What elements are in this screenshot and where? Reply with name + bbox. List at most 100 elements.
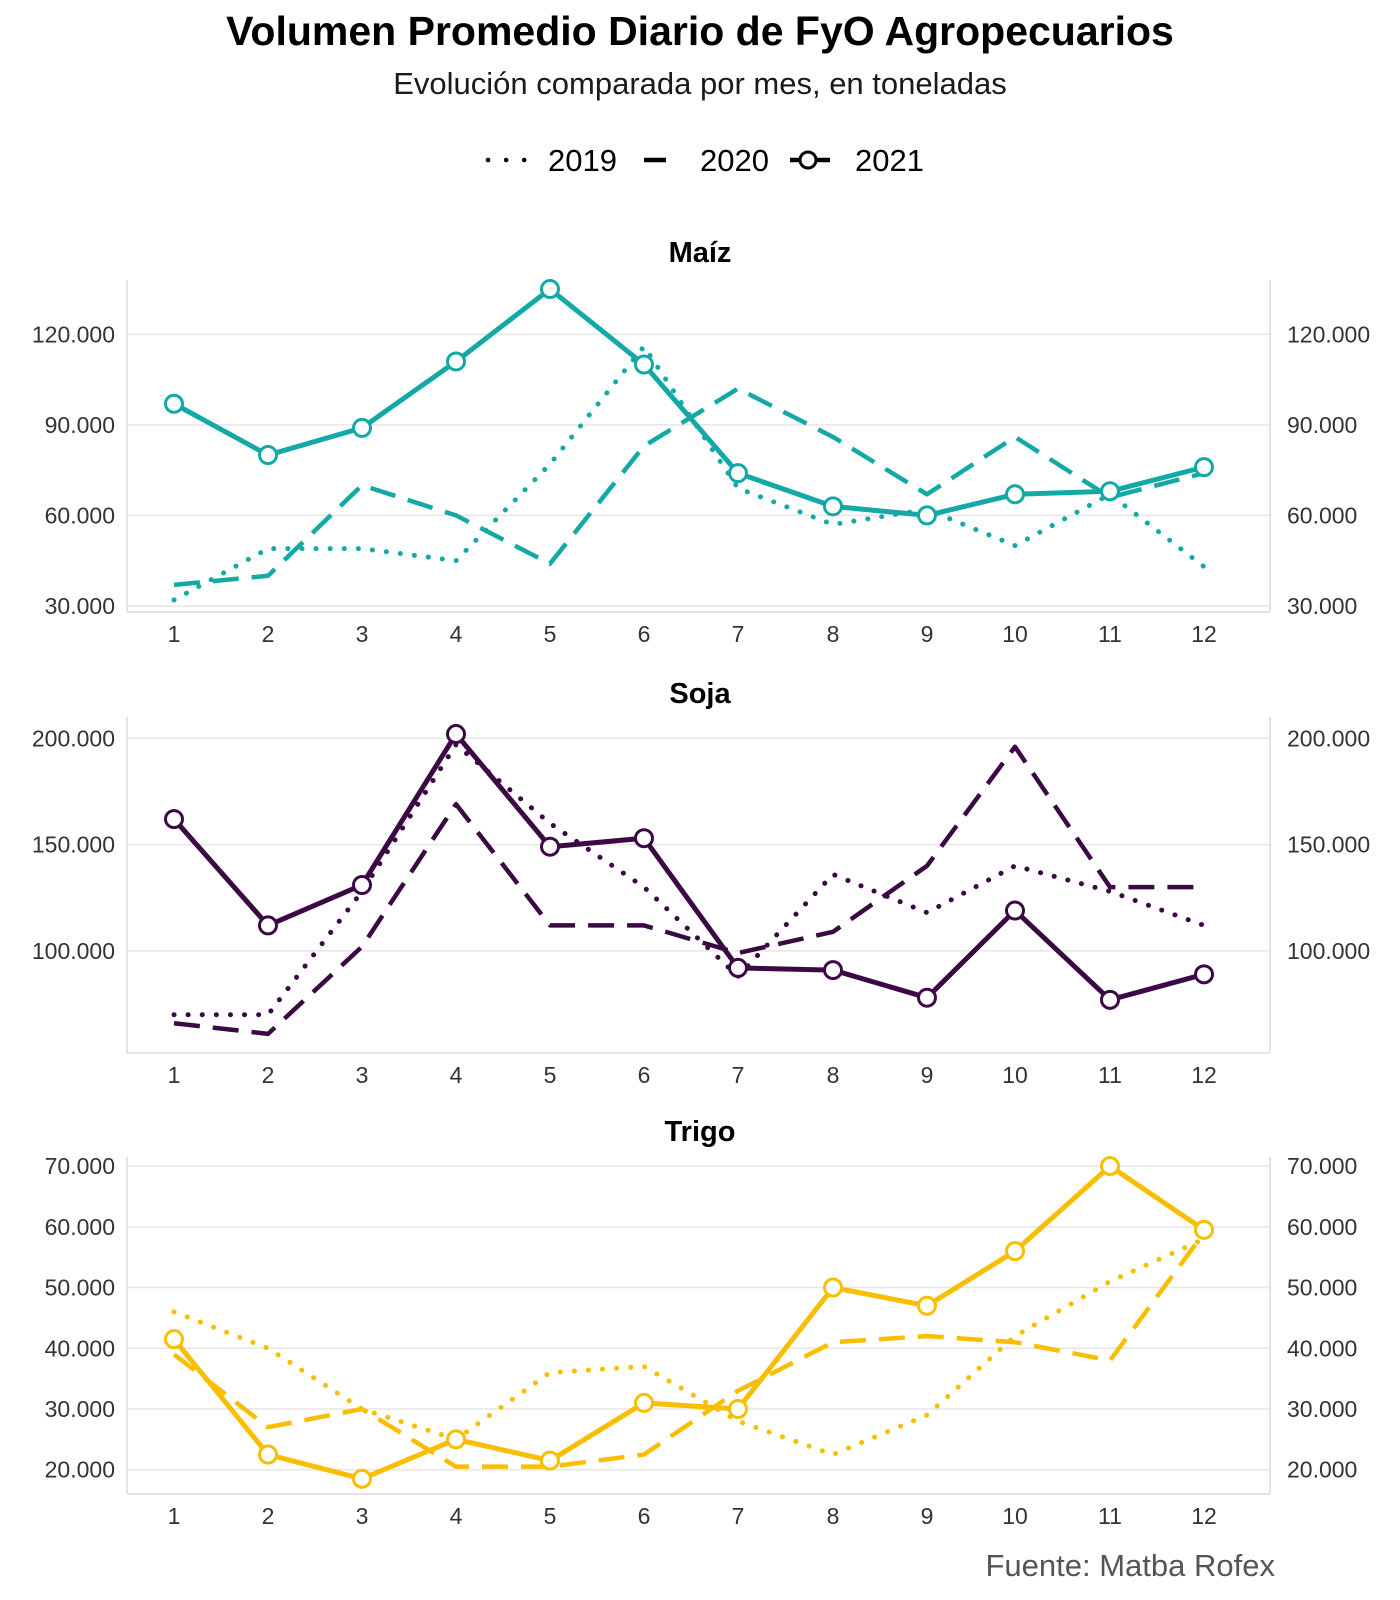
series-line-2019 xyxy=(171,742,1207,1018)
point-2021 xyxy=(823,496,843,517)
point-2021 xyxy=(1005,484,1025,505)
x-tick-label: 3 xyxy=(356,1062,369,1088)
x-tick-label: 4 xyxy=(450,1503,463,1529)
x-tick-label: 7 xyxy=(732,1503,745,1529)
x-tick-label: 3 xyxy=(356,1503,369,1529)
point-2021 xyxy=(258,445,278,466)
y-tick-label-right: 40.000 xyxy=(1287,1335,1357,1361)
series-2019 xyxy=(171,343,1207,603)
x-tick-label: 12 xyxy=(1191,1062,1217,1088)
point-2021 xyxy=(1005,1241,1025,1262)
series-line-2019 xyxy=(171,343,1207,603)
y-tick-label-left: 100.000 xyxy=(32,938,115,964)
point-2021 xyxy=(823,960,843,981)
point-2021 xyxy=(634,1392,654,1413)
point-2021 xyxy=(1005,900,1025,921)
panel-title: Soja xyxy=(669,678,731,710)
legend-item-2021: 2021 xyxy=(790,143,924,178)
x-tick-label: 4 xyxy=(450,1062,463,1088)
y-tick-label-left: 200.000 xyxy=(32,725,115,751)
point-2021 xyxy=(352,875,372,895)
x-tick-label: 5 xyxy=(544,621,557,647)
source-note: Fuente: Matba Rofex xyxy=(985,1548,1276,1583)
point-2021 xyxy=(540,836,560,857)
legend-marker-2021 xyxy=(798,150,818,170)
point-2021 xyxy=(1194,457,1214,478)
point-2021 xyxy=(917,505,937,526)
y-tick-label-right: 60.000 xyxy=(1287,1214,1357,1240)
x-tick-label: 8 xyxy=(827,1503,840,1529)
x-tick-label: 9 xyxy=(921,1062,934,1088)
series-line-2021 xyxy=(172,286,1205,518)
series-2019 xyxy=(171,742,1207,1018)
point-2021 xyxy=(917,1295,937,1316)
x-tick-label: 3 xyxy=(356,621,369,647)
legend: 2019 2020 2021 xyxy=(485,143,924,178)
y-tick-label-right: 50.000 xyxy=(1287,1275,1357,1301)
x-tick-label: 6 xyxy=(638,1062,651,1088)
point-2021 xyxy=(352,1468,372,1489)
series-line-2020 xyxy=(172,1231,1206,1469)
x-tick-label: 10 xyxy=(1002,1503,1028,1529)
chart-title: Volumen Promedio Diario de FyO Agropecua… xyxy=(226,8,1174,54)
series-2020 xyxy=(172,1231,1206,1469)
x-tick-label: 1 xyxy=(168,1503,181,1529)
panel-maz: Maíz 30.000 30.000 60.000 60.000 90.000 90.000… xyxy=(32,237,1370,647)
y-tick-label-left: 120.000 xyxy=(32,321,115,347)
panel-soja: Soja 100.000 100.000 150.000 150.000 200.000 2… xyxy=(32,678,1370,1088)
point-2021 xyxy=(352,417,372,438)
y-tick-label-right: 90.000 xyxy=(1287,412,1357,438)
point-2021 xyxy=(258,915,278,936)
series-2020 xyxy=(173,744,1204,1037)
point-2021 xyxy=(823,1277,843,1298)
x-tick-label: 9 xyxy=(921,621,934,647)
x-tick-label: 12 xyxy=(1191,621,1217,647)
y-tick-label-right: 200.000 xyxy=(1287,725,1370,751)
legend-item-2020: 2020 xyxy=(644,143,769,178)
y-tick-label-left: 30.000 xyxy=(45,593,115,619)
point-2021 xyxy=(446,1429,466,1450)
x-tick-label: 11 xyxy=(1098,621,1122,647)
point-2021 xyxy=(1194,964,1214,985)
panel-title: Maíz xyxy=(669,237,732,269)
point-2021 xyxy=(164,1329,184,1350)
x-tick-label: 7 xyxy=(732,621,745,647)
point-2021 xyxy=(634,828,654,849)
x-tick-label: 8 xyxy=(827,621,840,647)
y-tick-label-left: 20.000 xyxy=(45,1457,115,1483)
chart-panels: Maíz 30.000 30.000 60.000 60.000 90.000 90.000… xyxy=(32,237,1370,1529)
point-2021 xyxy=(164,809,184,830)
series-2021 xyxy=(164,1156,1214,1489)
y-tick-label-right: 30.000 xyxy=(1287,593,1357,619)
x-tick-label: 1 xyxy=(168,621,181,647)
point-2021 xyxy=(728,1398,748,1419)
point-2021 xyxy=(446,351,466,372)
point-2021 xyxy=(917,987,937,1008)
series-line-2021 xyxy=(172,731,1205,1003)
point-2021 xyxy=(728,957,748,978)
y-tick-label-right: 120.000 xyxy=(1287,321,1370,347)
x-tick-label: 8 xyxy=(827,1062,840,1088)
x-tick-label: 2 xyxy=(262,621,275,647)
x-tick-label: 2 xyxy=(262,1503,275,1529)
y-tick-label-right: 70.000 xyxy=(1287,1153,1357,1179)
x-tick-label: 7 xyxy=(732,1062,745,1088)
x-tick-label: 10 xyxy=(1002,621,1028,647)
y-tick-label-right: 30.000 xyxy=(1287,1396,1357,1422)
series-2021 xyxy=(164,279,1214,526)
legend-label-2021: 2021 xyxy=(855,143,924,178)
series-line-2021 xyxy=(172,1163,1206,1482)
legend-label-2019: 2019 xyxy=(548,143,617,178)
point-2021 xyxy=(258,1444,278,1465)
x-tick-label: 6 xyxy=(638,621,651,647)
y-tick-label-left: 90.000 xyxy=(45,412,115,438)
y-tick-label-right: 60.000 xyxy=(1287,502,1357,528)
y-tick-label-left: 50.000 xyxy=(45,1275,115,1301)
y-tick-label-left: 60.000 xyxy=(45,502,115,528)
x-tick-label: 1 xyxy=(168,1062,181,1088)
x-tick-label: 5 xyxy=(544,1062,557,1088)
panel-trigo: Trigo 20.000 20.000 30.000 30.000 40.000 40.00… xyxy=(45,1116,1358,1529)
y-tick-label-left: 40.000 xyxy=(45,1335,115,1361)
point-2021 xyxy=(1100,1156,1120,1177)
